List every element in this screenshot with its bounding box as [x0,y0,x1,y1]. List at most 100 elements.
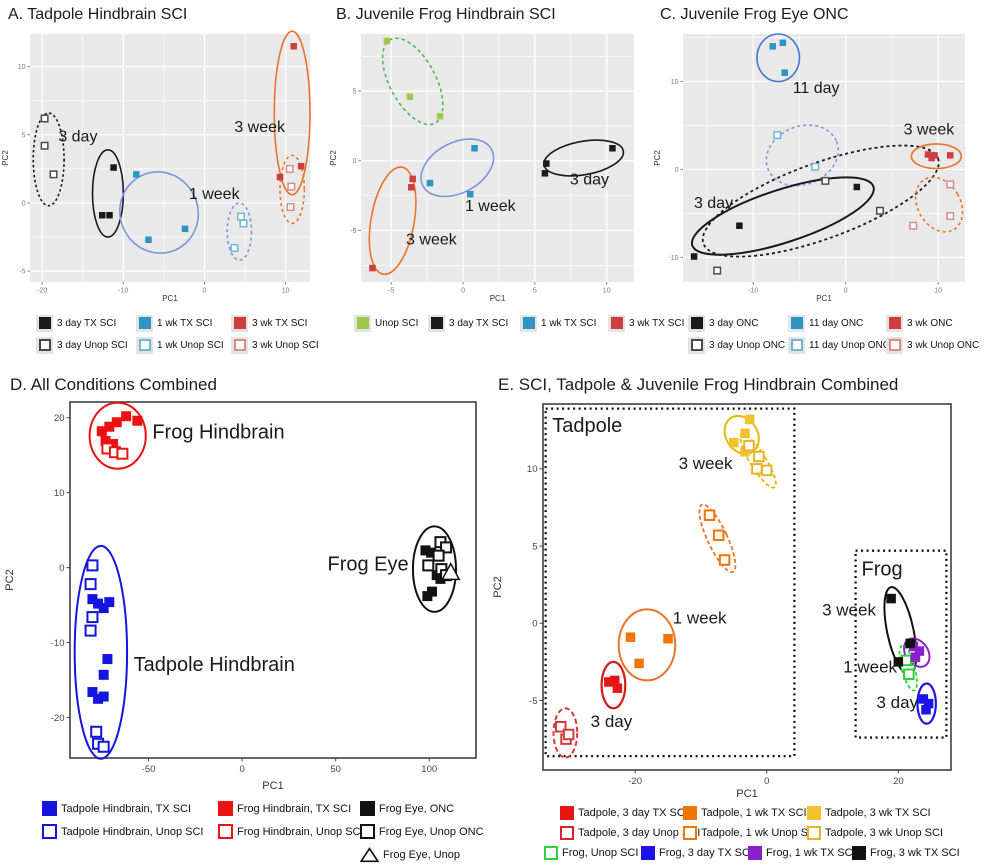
data-point [145,236,152,244]
cluster-ellipse [279,154,306,225]
legend-label: Frog, 3 day TX SCI [659,847,753,859]
legend-label: 3 wk TX SCI [252,317,308,329]
legend-label: Frog, 1 wk TX SCI [766,847,856,859]
data-point [132,415,143,426]
legend-item: 3 day ONC [688,314,788,332]
legend-label: 3 day TX SCI [449,317,509,329]
panel-e-title: E. SCI, Tadpole & Juvenile Frog Hindbrai… [498,375,899,394]
data-point [406,93,414,100]
legend-item: 3 wk Unop SCI [231,336,326,354]
group-box [854,549,948,739]
cluster-label: 3 day [570,171,609,188]
legend-label: Tadpole Hindbrain, Unop SCI [61,825,204,838]
cluster-ellipse [73,544,129,760]
y-tick-label: 0 [22,200,26,207]
data-point [97,740,110,753]
y-axis-label: PC2 [653,150,662,166]
panel-b-title: B. Juvenile Frog Hindbrain SCI [336,6,556,23]
cluster-ellipse [411,525,457,613]
legend-label: 3 day ONC [709,317,759,329]
panel-d-title: D. All Conditions Combined [10,375,217,394]
panel-a-plot: -20 -10 0 10 -5 0 5 10 PC1 PC2 3 day 1 week 3 week [1,30,311,303]
open-square-marker-icon [807,826,821,840]
cluster-ellipse [88,401,147,470]
open-square-marker-icon [790,339,803,351]
data-point [779,39,787,47]
legend-label: 11 day Unop ONC [809,339,890,351]
data-point [86,611,99,624]
data-point [286,203,295,212]
panel-c-title: C. Juvenile Frog Eye ONC [660,6,849,23]
cluster-ellipse [273,30,311,196]
cluster-label: 1 week [465,198,517,215]
panel-c-legend: 3 day ONC 11 day ONC 3 wk ONC 3 day Unop ON… [652,312,984,356]
filled-square-marker-icon [430,317,443,329]
x-tick-label: -20 [37,288,47,295]
x-tick-label: 20 [893,776,904,787]
y-tick-label: 10 [527,464,538,475]
cluster-ellipse [765,124,840,187]
open-square-marker-icon [888,339,901,351]
legend-item: Tadpole Hindbrain, Unop SCI [42,824,218,839]
panel-b-plot: -5 0 5 10 -5 0 5 PC1 PC2 1 week 3 week 3 day [329,34,634,303]
legend-key-background [136,336,153,354]
x-axis-label: PC1 [736,788,757,800]
data-point [663,633,673,644]
panel-a-legend: 3 day TX SCI 1 wk TX SCI 3 wk TX SCI 3 day … [0,312,326,356]
filled-square-marker-icon [360,801,375,816]
data-point [773,131,782,140]
y-tick-label: -10 [668,255,678,262]
legend-key-background [231,336,248,354]
y-tick-label: 10 [671,79,679,86]
y-tick-label: -20 [51,713,65,724]
y-tick-label: 0 [675,167,679,174]
open-square-marker-icon [233,339,246,351]
filled-square-marker-icon [683,806,697,820]
legend-item: 1 wk TX SCI [520,314,608,332]
legend-label: 11 day ONC [809,317,864,329]
legend-label: Tadpole, 3 wk Unop SCI [825,827,944,839]
cluster-label: 1 week [189,186,241,203]
cluster-label: 1 week [843,658,897,677]
data-point [811,162,820,171]
data-point [910,652,921,663]
data-point [87,594,98,605]
data-point [853,183,861,191]
open-square-marker-icon [360,824,375,839]
legend-row: Tadpole Hindbrain, Unop SCI Frog Hindbrai… [2,820,486,843]
filled-square-marker-icon [790,317,803,329]
legend-row: Frog, Unop SCI Frog, 3 day TX SCI Frog, 1 … [490,843,984,863]
legend-item: Unop SCI [354,314,428,332]
legend-label: Frog, Unop SCI [562,847,639,859]
panel-e-plot: -20 0 20 -5 0 5 10 PC1 PC2 Tadpole Frog 3 week 1 wee… [492,403,952,800]
legend-label: Tadpole Hindbrain, TX SCI [61,802,192,815]
legend-label: Tadpole, 1 wk Unop SCI [701,827,820,839]
data-point [96,426,107,437]
panel-a-title: A. Tadpole Hindbrain SCI [8,6,188,23]
legend-label: Frog Hindbrain, TX SCI [237,802,352,815]
legend-label: 3 day TX SCI [57,317,117,329]
legend-key-background [886,314,903,332]
panel-a: A. Tadpole Hindbrain SCI -20 -10 0 10 -5 0 5 10… [0,2,326,356]
cluster-ellipse [600,660,627,710]
data-point [923,698,934,709]
legend-label: Unop SCI [375,317,419,329]
y-tick-label: 20 [54,413,65,424]
legend-row: Tadpole, 3 day Unop SCI Tadpole, 1 wk Uno… [490,823,984,843]
data-point [609,675,620,686]
data-point [946,212,955,221]
legend-label: Frog, 3 wk TX SCI [870,847,960,859]
data-point [84,578,97,591]
y-tick-label: 10 [54,488,65,499]
legend-key-background [688,336,705,354]
data-point [743,439,755,452]
y-tick-label: 5 [353,89,357,96]
legend-item: 3 day Unop SCI [36,336,136,354]
cluster-ellipse [910,143,963,170]
legend-item: 3 wk Unop ONC [886,336,982,354]
cluster-ellipse [723,414,760,455]
legend-key-background [886,336,903,354]
data-point [40,114,49,123]
panel-d-plot: -50 0 50 100 -20 -10 0 10 20 PC1 PC2 Frog Hindbrain… [4,401,477,792]
cluster-ellipse [420,138,495,198]
